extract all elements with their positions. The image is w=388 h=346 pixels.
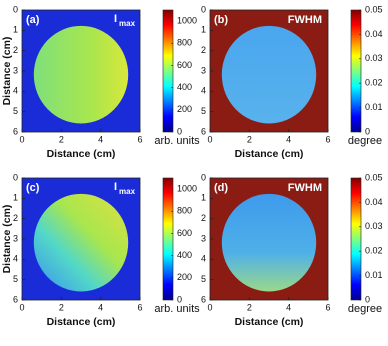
panel-title-subscript: max xyxy=(119,19,136,28)
panel-title-subscript: max xyxy=(119,187,136,196)
panel-title: FWHM xyxy=(288,182,322,194)
colorbar-tick-label: 0.03 xyxy=(365,221,383,231)
heatmap-sample xyxy=(33,193,129,292)
x-tick-label: 2 xyxy=(59,134,64,144)
colorbar-tick-label: 0.04 xyxy=(365,197,383,207)
panel-label: (a) xyxy=(26,14,40,26)
x-tick-label: 0 xyxy=(207,302,212,312)
y-tick-label: 3 xyxy=(201,65,206,75)
colorbar-tick-label: 0.02 xyxy=(365,246,383,256)
x-tick-label: 2 xyxy=(247,134,252,144)
panel-label: (d) xyxy=(214,182,228,194)
x-tick-label: 2 xyxy=(247,302,252,312)
y-tick-label: 6 xyxy=(201,294,206,304)
panel-title: I xyxy=(114,13,117,25)
x-tick-label: 4 xyxy=(98,134,103,144)
colorbar xyxy=(350,177,362,301)
colorbar-label: degree xyxy=(348,135,382,147)
colorbar-tick-label: 800 xyxy=(177,38,192,48)
colorbar-tick-label: 600 xyxy=(177,228,192,238)
panel-label: (b) xyxy=(214,14,228,26)
colorbar-tick-label: 0.04 xyxy=(365,29,383,39)
panel-title: I xyxy=(114,181,117,193)
y-tick-label: 4 xyxy=(13,86,18,96)
panel-title: FWHM xyxy=(288,14,322,26)
y-tick-label: 5 xyxy=(201,106,206,116)
colorbar xyxy=(162,177,174,301)
y-tick-label: 0 xyxy=(13,4,18,14)
y-tick-label: 2 xyxy=(13,45,18,55)
colorbar-label: degree xyxy=(348,303,382,315)
colorbar-label: arb. units xyxy=(154,135,200,147)
colorbar-tick-label: 400 xyxy=(177,250,192,260)
heatmap-sample xyxy=(221,193,317,292)
colorbar-tick-label: 0.05 xyxy=(365,172,383,182)
colorbar-tick-label: 800 xyxy=(177,206,192,216)
x-tick-label: 4 xyxy=(286,134,291,144)
x-tick-label: 0 xyxy=(207,134,212,144)
y-tick-label: 0 xyxy=(13,172,18,182)
y-tick-label: 1 xyxy=(201,25,206,35)
colorbar-tick-label: 0 xyxy=(177,294,182,304)
y-tick-label: 2 xyxy=(201,45,206,55)
colorbar-tick-label: 200 xyxy=(177,104,192,114)
x-axis-label: Distance (cm) xyxy=(235,316,304,328)
x-tick-label: 6 xyxy=(137,134,142,144)
colorbar-tick-label: 0.02 xyxy=(365,78,383,88)
y-axis-label: Distance (cm) xyxy=(1,205,13,274)
colorbar-tick-label: 0.03 xyxy=(365,53,383,63)
x-tick-label: 2 xyxy=(59,302,64,312)
x-tick-label: 6 xyxy=(325,134,330,144)
y-tick-label: 2 xyxy=(201,213,206,223)
colorbar-tick-label: 0 xyxy=(365,126,370,136)
colorbar-tick-label: 400 xyxy=(177,82,192,92)
y-tick-label: 2 xyxy=(13,213,18,223)
colorbar-tick-label: 1000 xyxy=(177,183,197,193)
x-axis-label: Distance (cm) xyxy=(235,148,304,160)
y-tick-label: 3 xyxy=(13,233,18,243)
y-axis-label: Distance (cm) xyxy=(1,37,13,106)
colorbar xyxy=(162,9,174,133)
colorbar-tick-label: 0 xyxy=(177,126,182,136)
y-tick-label: 5 xyxy=(201,274,206,284)
y-tick-label: 3 xyxy=(13,65,18,75)
y-tick-label: 1 xyxy=(201,193,206,203)
colorbar-tick-label: 0 xyxy=(365,294,370,304)
x-axis-label: Distance (cm) xyxy=(47,148,116,160)
colorbar-tick-label: 600 xyxy=(177,60,192,70)
x-axis-label: Distance (cm) xyxy=(47,316,116,328)
colorbar-tick-label: 0.01 xyxy=(365,102,383,112)
x-tick-label: 6 xyxy=(137,302,142,312)
x-tick-label: 4 xyxy=(286,302,291,312)
y-tick-label: 3 xyxy=(201,233,206,243)
x-tick-label: 0 xyxy=(19,302,24,312)
heatmap-sample xyxy=(33,25,129,124)
y-tick-label: 1 xyxy=(13,25,18,35)
y-tick-label: 6 xyxy=(201,126,206,136)
colorbar-tick-label: 1000 xyxy=(177,15,197,25)
panel-label: (c) xyxy=(26,182,40,194)
y-tick-label: 6 xyxy=(13,126,18,136)
colorbar-tick-label: 0.01 xyxy=(365,270,383,280)
x-tick-label: 0 xyxy=(19,134,24,144)
y-tick-label: 1 xyxy=(13,193,18,203)
y-tick-label: 0 xyxy=(201,4,206,14)
y-tick-label: 5 xyxy=(13,106,18,116)
y-tick-label: 4 xyxy=(13,254,18,264)
colorbar-tick-label: 200 xyxy=(177,272,192,282)
y-tick-label: 4 xyxy=(201,86,206,96)
y-tick-label: 4 xyxy=(201,254,206,264)
colorbar xyxy=(350,9,362,133)
y-tick-label: 0 xyxy=(201,172,206,182)
y-tick-label: 5 xyxy=(13,274,18,284)
colorbar-label: arb. units xyxy=(154,303,200,315)
colorbar-tick-label: 0.05 xyxy=(365,4,383,14)
x-tick-label: 6 xyxy=(325,302,330,312)
y-tick-label: 6 xyxy=(13,294,18,304)
x-tick-label: 4 xyxy=(98,302,103,312)
heatmap-sample xyxy=(221,25,317,124)
